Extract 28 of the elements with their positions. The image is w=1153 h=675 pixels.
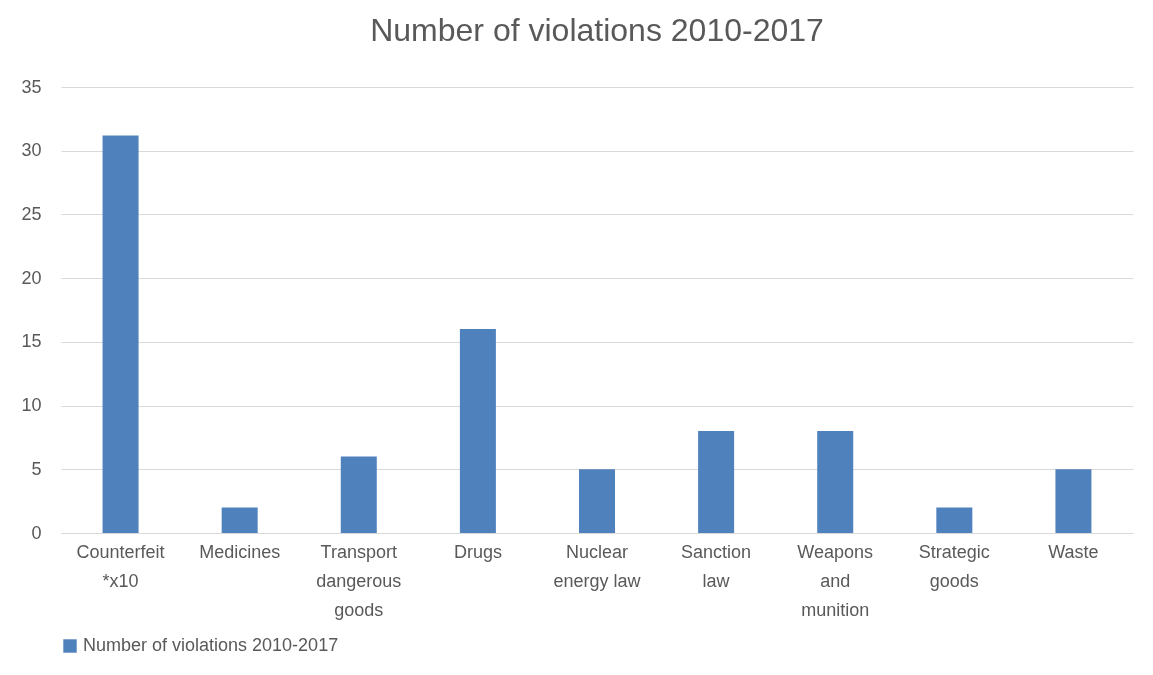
y-tick-label: 25 xyxy=(21,203,42,224)
chart-title: Number of violations 2010-2017 xyxy=(370,12,824,48)
y-tick-label: 30 xyxy=(21,140,42,161)
bar xyxy=(459,329,496,533)
bar xyxy=(817,431,854,533)
x-tick-label: Nuclear energy law xyxy=(553,541,642,591)
y-tick-label: 35 xyxy=(21,76,42,97)
x-tick-label: Sanction law xyxy=(681,541,752,591)
y-tick-label: 20 xyxy=(21,267,42,288)
x-tick-label: Weapons and munition xyxy=(797,541,874,620)
y-tick-label: 5 xyxy=(31,458,42,479)
x-tick-label: Counterfeit *x10 xyxy=(76,541,165,591)
x-tick-label: Transport dangerous goods xyxy=(316,541,402,620)
x-tick-label: Waste xyxy=(1048,541,1099,562)
x-tick-label: Medicines xyxy=(199,541,281,562)
x-tick-label: Strategic goods xyxy=(918,541,990,591)
bar xyxy=(936,507,973,533)
y-tick-label: 10 xyxy=(21,395,42,416)
bar xyxy=(221,507,258,533)
bar xyxy=(698,431,735,533)
bar xyxy=(340,456,377,533)
y-tick-label: 0 xyxy=(31,522,42,543)
bar xyxy=(1055,469,1092,533)
x-tick-label: Drugs xyxy=(453,541,502,562)
bar xyxy=(579,469,615,533)
bar xyxy=(102,135,139,533)
y-tick-label: 15 xyxy=(21,331,42,352)
legend-label: Number of violations 2010-2017 xyxy=(83,635,339,655)
